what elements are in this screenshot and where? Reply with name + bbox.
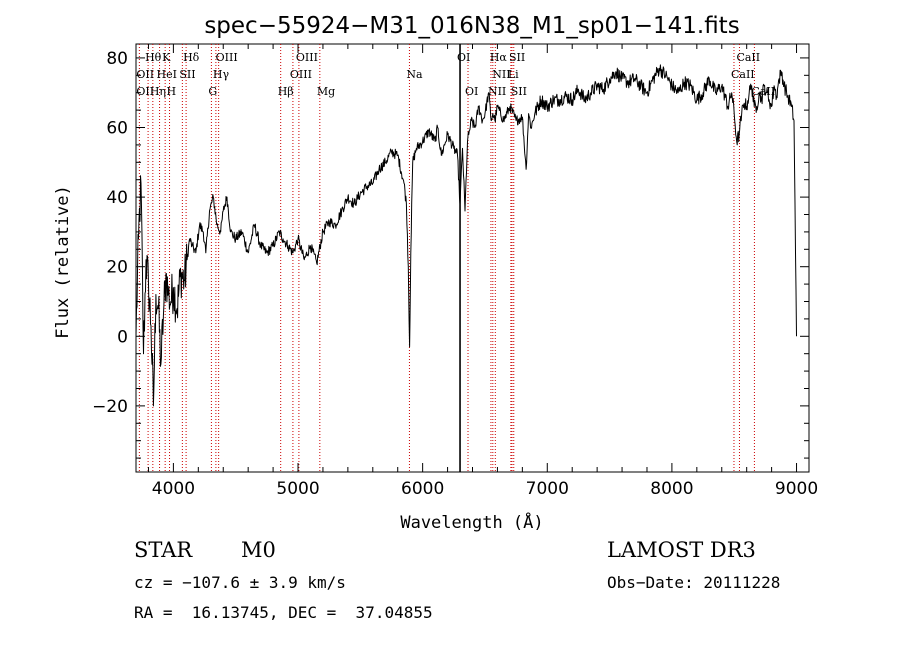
line-label: OIII	[296, 51, 318, 64]
y-tick-label: 80	[106, 49, 128, 69]
chart-title: spec−55924−M31_016N38_M1_sp01−141.fits	[204, 13, 739, 39]
y-tick-label: 0	[117, 327, 128, 347]
line-label: Li	[508, 68, 519, 81]
axes: 4000 5000 6000 7000 8000 9000 −20 0 20 40 60 80	[92, 44, 818, 499]
line-label: Hδ	[183, 51, 200, 64]
object-subclass: M0	[241, 538, 276, 562]
line-label: Hη	[150, 85, 166, 98]
line-label: NII	[492, 68, 510, 81]
line-label: H	[167, 85, 177, 98]
ra-dec-coordinates: RA = 16.13745, DEC = 37.04855	[134, 603, 433, 622]
y-tick-label: 60	[106, 119, 128, 139]
y-axis-label: Flux (relative)	[53, 185, 73, 339]
redshift-velocity: cz = −107.6 ± 3.9 km/s	[134, 573, 346, 592]
line-label: Mg	[317, 85, 335, 98]
x-tick-label: 7000	[526, 479, 569, 499]
line-label: CaII	[731, 68, 755, 81]
line-label: K	[162, 51, 171, 64]
line-label: CaII	[736, 51, 760, 64]
line-label: NII	[488, 85, 506, 98]
x-tick-label: 4000	[152, 479, 195, 499]
line-label: SII	[509, 51, 525, 64]
line-label: Hα	[490, 51, 508, 64]
line-label: HeI	[157, 68, 177, 81]
series-group	[135, 64, 797, 407]
line-label: OI	[457, 51, 470, 64]
survey-name: LAMOST DR3	[607, 538, 756, 562]
object-class: STAR	[134, 538, 193, 562]
line-label: G	[208, 85, 217, 98]
x-axis-label: Wavelength (Å)	[400, 511, 543, 533]
line-label: SII	[511, 85, 527, 98]
observation-date: Obs−Date: 20111228	[607, 573, 781, 592]
line-label: SII	[179, 68, 195, 81]
x-tick-label: 6000	[401, 479, 444, 499]
line-label: Hβ	[278, 85, 294, 98]
line-label: OII	[136, 68, 154, 81]
line-label: Hγ	[213, 68, 230, 81]
y-tick-label: 40	[106, 188, 128, 208]
series-spectrum	[135, 64, 797, 407]
y-tick-label: −20	[92, 397, 128, 417]
plot-frame	[135, 43, 810, 473]
line-label: OIII	[216, 51, 238, 64]
x-tick-label: 5000	[276, 479, 319, 499]
line-label: Na	[406, 68, 423, 81]
x-tick-label: 9000	[775, 479, 818, 499]
line-label: OII	[136, 85, 154, 98]
line-label: OI	[465, 85, 478, 98]
y-tick-label: 20	[106, 258, 128, 278]
line-label: OIII	[290, 68, 312, 81]
spectral-line-markers	[138, 44, 755, 472]
line-label: Hθ	[145, 51, 162, 64]
line-label: CaII	[751, 85, 775, 98]
x-tick-label: 8000	[650, 479, 693, 499]
